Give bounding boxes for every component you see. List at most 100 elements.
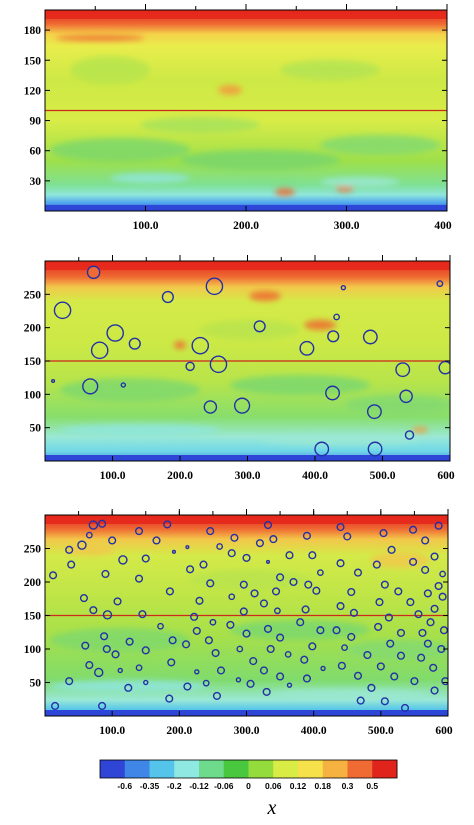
particle xyxy=(212,691,222,700)
colorbar-label: 0.06 xyxy=(265,781,282,791)
x-tick-label: 200.0 xyxy=(166,725,192,737)
particle xyxy=(102,644,111,654)
particle xyxy=(274,607,281,615)
particle xyxy=(430,604,439,613)
particle xyxy=(194,669,200,675)
panel-3: 50 100 150 200 250 100.0 200.0 300.0 400.0 500.0 6… xyxy=(24,509,453,737)
particle xyxy=(98,701,107,711)
particle xyxy=(312,586,321,595)
x-tick-label: 100.0 xyxy=(99,725,125,737)
particle xyxy=(226,620,235,629)
particle xyxy=(171,549,177,554)
colorbar-cell xyxy=(298,760,324,778)
colorbar-cell xyxy=(174,760,200,778)
particle xyxy=(81,641,90,650)
particle xyxy=(396,628,406,637)
particle xyxy=(349,608,359,617)
particle xyxy=(204,636,213,645)
particle xyxy=(376,662,385,671)
y-tick-label: 250 xyxy=(24,289,42,301)
colorbar: -0.6 -0.35 -0.2 -0.12 -0.06 0 0.06 0.12 0.18 0.3 0… xyxy=(99,759,398,791)
particle xyxy=(205,277,224,296)
particle xyxy=(239,580,248,589)
particle xyxy=(374,622,383,631)
particle xyxy=(367,441,383,457)
particle xyxy=(98,519,107,528)
particle xyxy=(276,573,285,582)
x-tick-label: 200.0 xyxy=(167,470,193,482)
particle xyxy=(181,640,191,649)
particle xyxy=(372,560,381,569)
particle xyxy=(417,653,426,662)
y-tick-label: 120 xyxy=(24,85,42,97)
particle xyxy=(286,682,293,688)
particle xyxy=(79,594,89,603)
particle xyxy=(395,362,411,378)
x-tick-label: 200.0 xyxy=(233,220,259,232)
particle xyxy=(276,672,285,681)
particle xyxy=(106,324,124,342)
particle xyxy=(436,280,444,288)
particle xyxy=(255,539,264,548)
particle xyxy=(152,536,161,545)
panel-1-top-band xyxy=(45,10,447,19)
particle xyxy=(163,520,172,529)
particle xyxy=(390,672,399,681)
panel-3-top-band xyxy=(45,515,448,524)
colorbar-label: 0 xyxy=(246,781,251,791)
particle xyxy=(89,606,98,615)
particle xyxy=(263,520,273,530)
particle xyxy=(439,626,448,635)
particle xyxy=(191,336,210,355)
particle xyxy=(90,341,109,360)
particle xyxy=(124,683,133,692)
colorbar-label: 0.5 xyxy=(366,781,378,791)
x-tick-label: 300.0 xyxy=(234,725,260,737)
particle xyxy=(242,553,251,562)
x-tick-label: 400 xyxy=(434,220,452,232)
y-tick-label: 90 xyxy=(30,116,42,128)
particle xyxy=(227,549,236,558)
y-tick-label: 50 xyxy=(30,678,42,690)
particle xyxy=(404,430,415,440)
particle xyxy=(209,618,217,626)
particle xyxy=(399,389,413,404)
particle xyxy=(340,284,347,291)
particle xyxy=(85,661,94,670)
particle xyxy=(125,637,134,646)
particle xyxy=(423,639,432,648)
particle xyxy=(143,679,149,686)
particle xyxy=(235,677,242,683)
particle xyxy=(230,533,239,542)
particle xyxy=(438,360,450,375)
particle xyxy=(387,545,396,554)
particle xyxy=(100,632,109,641)
particle xyxy=(337,661,346,670)
particle xyxy=(263,624,273,633)
particle xyxy=(203,400,218,414)
particle xyxy=(423,589,432,598)
particle xyxy=(299,340,315,356)
particle xyxy=(316,626,325,635)
colorbar-cell xyxy=(322,760,348,778)
particle xyxy=(336,523,345,532)
x-tick-label: 600 xyxy=(437,470,455,482)
particle xyxy=(202,679,210,687)
particle xyxy=(209,355,228,374)
x-tick-label: 300.0 xyxy=(334,220,360,232)
particle xyxy=(441,677,448,686)
x-tick-label: 300.0 xyxy=(235,470,261,482)
colorbar-cell xyxy=(372,760,398,778)
particle xyxy=(353,568,363,577)
particle xyxy=(421,536,430,545)
colorbar-label: -0.35 xyxy=(140,781,160,791)
particle xyxy=(53,301,72,320)
x-tick-label: 600 xyxy=(435,725,453,737)
particle xyxy=(185,545,190,550)
particle xyxy=(379,529,388,538)
particle xyxy=(266,644,275,654)
particle xyxy=(271,587,281,596)
particle xyxy=(259,666,269,675)
colorbar-cell xyxy=(248,760,274,778)
